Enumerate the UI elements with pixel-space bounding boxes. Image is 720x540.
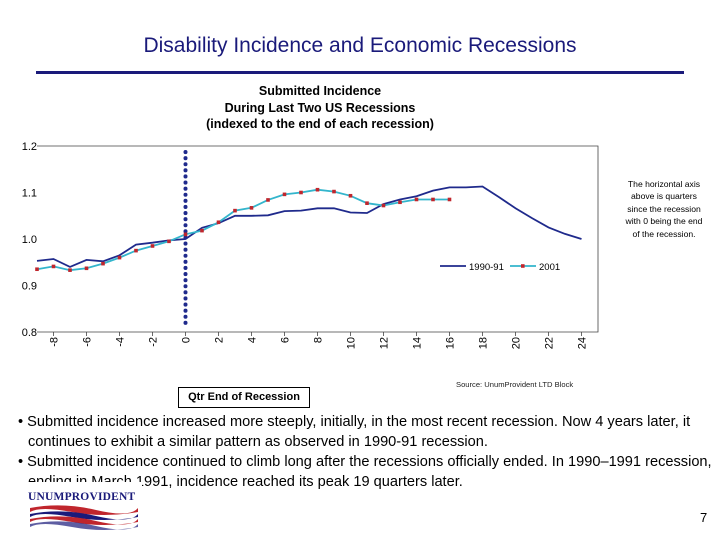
series-2001-marker [348,193,353,198]
unumprovident-logo: UNUMPROVIDENT [22,482,142,532]
series-2001-marker [51,264,56,269]
series-2001-marker [134,248,138,253]
x-tick-label: 16 [445,337,457,349]
x-tick-label: -8 [49,337,61,347]
axis-note: The horizontal axis above is quarters si… [625,179,703,239]
series-2001-marker [365,201,369,205]
series-2001-marker [266,198,270,202]
y-tick-label: 1.0 [22,234,37,246]
series-2001-marker [414,197,419,202]
x-tick-label: 8 [313,337,325,343]
x-tick-label: 24 [577,337,589,349]
plot-border [37,145,599,333]
series-2001-marker [431,197,435,202]
x-tick-label: -6 [82,337,94,347]
chart-title: Submitted Incidence During Last Two US R… [170,83,470,133]
y-tick-label: 1.1 [22,188,37,200]
series-2001-marker [315,187,320,192]
legend-label: 1990-91 [469,262,504,273]
x-tick-label: 14 [412,337,424,349]
x-tick-label: 2 [214,337,226,343]
series-2001-marker [216,220,221,225]
x-tick-label: 18 [478,337,490,349]
legend-label: 2001 [539,262,560,273]
x-tick-label: 12 [379,337,391,349]
series-2001-marker [332,189,336,194]
x-tick-label: 10 [346,337,358,349]
x-tick-label: 0 [181,337,193,343]
x-tick-label: 6 [280,337,292,343]
series-1990-91-line [36,185,582,268]
page-number: 7 [700,510,708,525]
source-note: Source: UnumProvident LTD Block [456,380,574,389]
series-2001-marker [84,266,89,271]
series-2001-marker [68,268,72,272]
series-2001-marker [150,244,155,248]
series-2001-marker [282,192,287,197]
chart-title-line-1: Submitted Incidence [258,84,382,98]
series-2001-marker [200,228,204,233]
x-tick-label: 22 [544,337,556,349]
series-2001-marker [447,197,452,202]
svg-text:UNUMPROVIDENT: UNUMPROVIDENT [28,491,136,503]
slide-title: Disability Incidence and Economic Recess… [143,34,577,57]
series-2001-marker [249,206,254,210]
chart-title-line-3: (indexed to the end of each recession) [206,117,434,131]
x-tick-label: -4 [115,337,127,347]
series-2001-marker [381,203,386,208]
bullet-list: • Submitted incidence increased more ste… [18,412,718,492]
legend-marker [521,264,525,268]
y-tick-label: 0.9 [22,281,37,293]
series-2001-marker [35,267,39,272]
x-tick-label: 4 [247,337,259,343]
series-2001-marker [101,261,105,266]
x-tick-label: 20 [511,337,523,349]
series-2001-marker [299,190,303,195]
recession-end-callout: Qtr End of Recession [178,387,310,408]
x-tick-label: -2 [148,337,160,347]
series-2001-marker [117,255,122,260]
y-tick-label: 1.2 [22,141,37,153]
bullet-item: • Submitted incidence increased more ste… [18,414,691,450]
series-2001-marker [398,200,402,205]
y-tick-label: 0.8 [22,327,37,339]
title-divider [36,71,684,74]
chart-title-line-2: During Last Two US Recessions [224,100,416,115]
series-2001-marker [233,208,237,213]
series-2001-marker [167,239,171,244]
series-2001-line [36,188,450,272]
series-2001-marker [183,232,188,237]
